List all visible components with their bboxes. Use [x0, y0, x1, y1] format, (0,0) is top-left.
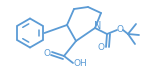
- Text: O: O: [117, 24, 124, 33]
- Text: O: O: [98, 44, 105, 53]
- Text: O: O: [44, 49, 51, 58]
- Text: N: N: [94, 21, 102, 31]
- Text: OH: OH: [73, 59, 87, 67]
